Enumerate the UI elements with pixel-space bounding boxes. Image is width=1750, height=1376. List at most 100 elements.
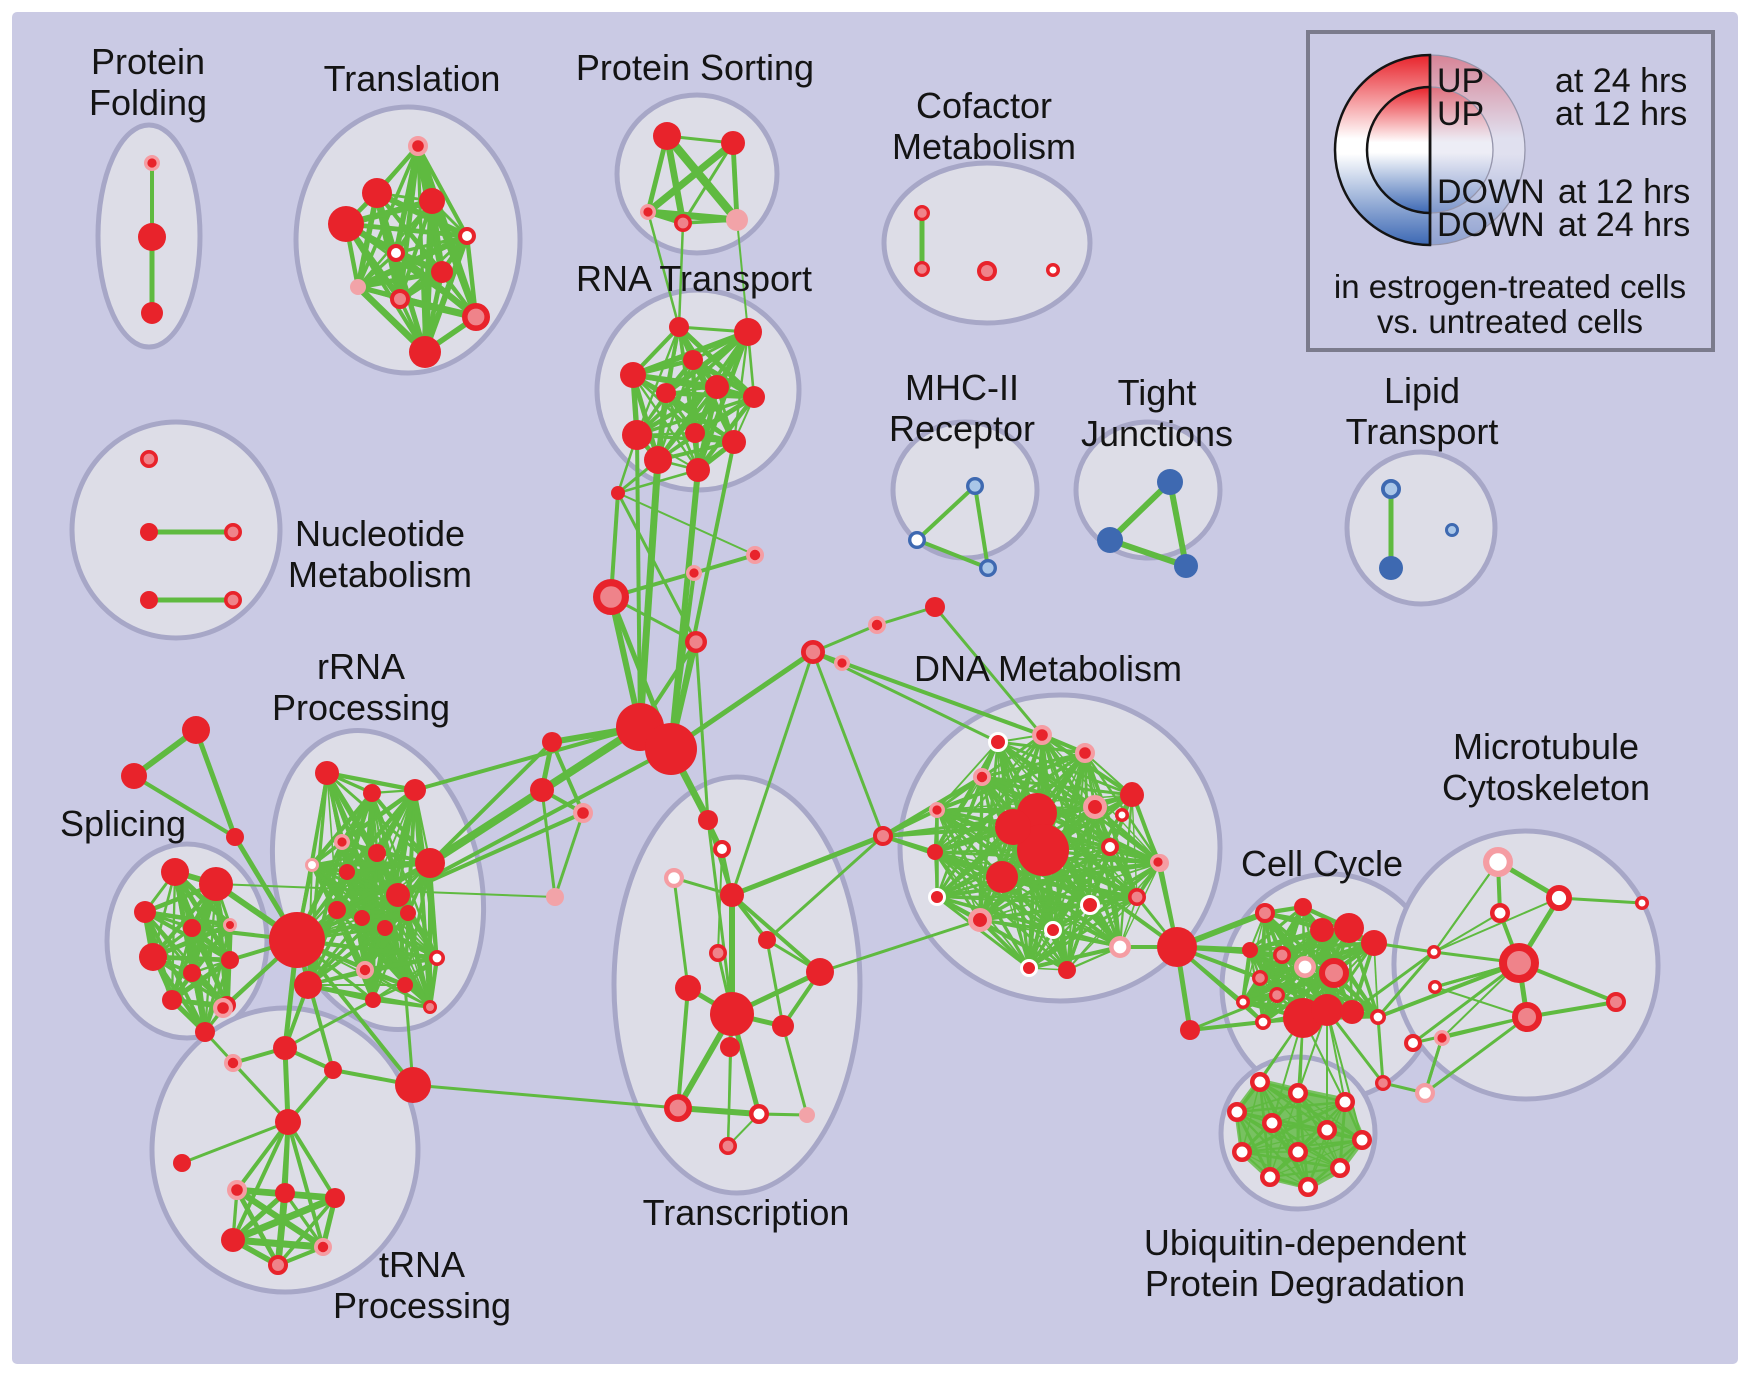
gene-node-red-ring-pink-core xyxy=(592,578,629,615)
gene-node-solid-red xyxy=(199,867,233,901)
gene-node-solid-red xyxy=(705,375,729,399)
gene-node-solid-red xyxy=(1180,1020,1200,1040)
gene-node-solid-red xyxy=(386,883,410,907)
edge xyxy=(933,851,982,921)
gene-node-red-ring-pink-core xyxy=(423,1000,437,1014)
edge xyxy=(553,812,585,898)
gene-node-solid-red xyxy=(195,1022,215,1042)
edge xyxy=(1093,805,1162,865)
gene-node-solid-red xyxy=(611,486,625,500)
cluster-label-lipid-transport: Lipid Transport xyxy=(1346,370,1499,452)
edge xyxy=(669,649,815,752)
gene-node-red-ring-white-core xyxy=(1227,1102,1247,1122)
edge xyxy=(344,222,427,354)
edge xyxy=(1028,904,1091,969)
gene-node-solid-red xyxy=(1017,824,1069,876)
gene-node-pink-ring-red-core xyxy=(313,1237,333,1257)
gene-node-pink-ring-white-core xyxy=(1109,936,1131,958)
edge xyxy=(916,538,989,570)
gene-node-light-pink xyxy=(350,279,366,295)
gene-node-solid-red xyxy=(1311,994,1343,1026)
gene-node-solid-red xyxy=(140,523,158,541)
gene-node-solid-red xyxy=(140,591,158,609)
gene-node-red-ring-white-core xyxy=(1428,980,1442,994)
edge xyxy=(1093,806,1122,948)
edge xyxy=(193,729,238,838)
gene-node-pink-ring-red-core xyxy=(972,767,992,787)
cluster-label-cofactor-metabolism: Cofactor Metabolism xyxy=(892,85,1076,167)
gene-node-pink-ring-white-core xyxy=(663,867,684,888)
gene-node-red-ring-white-core xyxy=(1352,1130,1372,1150)
gene-node-solid-red xyxy=(182,716,210,744)
gene-node-solid-red xyxy=(328,206,364,242)
edge xyxy=(812,650,1043,737)
edge xyxy=(203,924,232,1033)
edge xyxy=(663,135,687,224)
edge xyxy=(882,834,1003,879)
gene-node-solid-red xyxy=(669,317,689,337)
edge xyxy=(310,791,374,867)
legend-caption-line2: vs. untreated cells xyxy=(1377,303,1643,340)
gene-node-red-ring-white-core xyxy=(1115,808,1129,822)
edge xyxy=(1236,1110,1299,1154)
edge xyxy=(286,1120,337,1200)
gene-node-solid-red xyxy=(1157,927,1197,967)
gene-node-red-ring-pink-core xyxy=(1374,1074,1391,1091)
edge xyxy=(664,392,700,471)
gene-node-solid-red xyxy=(365,992,381,1008)
gene-node-solid-red xyxy=(986,861,1018,893)
cluster-label-ubiquitin-degradation: Ubiquitin-dependent Protein Degradation xyxy=(1144,1222,1466,1304)
edge xyxy=(428,740,554,865)
edge xyxy=(1235,1111,1272,1178)
gene-node-solid-red xyxy=(995,809,1031,845)
gene-node-pink-ring-white-core xyxy=(305,858,319,872)
gene-node-solid-red xyxy=(734,318,762,346)
gene-node-red-ring-white-core xyxy=(1335,1092,1355,1112)
edge xyxy=(1433,897,1560,953)
edge xyxy=(412,1083,679,1110)
gene-node-solid-red xyxy=(315,761,339,785)
gene-node-red-ring-pink-core xyxy=(390,289,410,309)
cluster-label-dna-metabolism: DNA Metabolism xyxy=(914,648,1182,689)
edge xyxy=(383,927,432,1008)
edge xyxy=(664,391,736,444)
gene-node-red-ring-white-core xyxy=(1236,995,1250,1009)
edge xyxy=(765,834,885,942)
edge xyxy=(936,861,1161,899)
edge xyxy=(1326,1009,1363,1141)
edge xyxy=(356,145,420,288)
gene-node-solid-red xyxy=(354,910,370,926)
gene-node-solid-red xyxy=(721,131,745,155)
edge xyxy=(1376,1016,1385,1084)
edge xyxy=(1433,912,1501,953)
gene-node-solid-red xyxy=(1334,913,1364,943)
edge xyxy=(1424,1015,1528,1095)
edge xyxy=(360,916,432,1009)
edge xyxy=(936,895,1030,970)
gene-node-blue-ring-light-core xyxy=(1445,523,1459,537)
gene-nodes-layer xyxy=(121,122,1649,1275)
gene-node-solid-red xyxy=(685,423,705,443)
edge xyxy=(1189,1020,1264,1032)
gene-node-solid-red xyxy=(806,958,834,986)
edge xyxy=(694,641,710,821)
gene-node-solid-red xyxy=(1122,782,1142,802)
edge xyxy=(934,850,1121,949)
legend: UP at 24 hrs UP at 12 hrs DOWN at 12 hrs… xyxy=(1306,30,1715,352)
edge xyxy=(979,862,1161,921)
gene-node-red-ring-pink-core xyxy=(685,631,708,654)
gene-node-solid-red xyxy=(294,971,322,999)
edge xyxy=(1041,848,1179,949)
gene-node-solid-red xyxy=(683,350,703,370)
cluster-label-rna-transport: RNA Transport xyxy=(576,258,812,299)
edge xyxy=(231,1061,290,1124)
gene-node-pink-ring-red-core xyxy=(1031,724,1052,745)
edge xyxy=(1433,861,1499,953)
edge xyxy=(286,1121,325,1248)
gene-node-solid-blue xyxy=(1174,554,1198,578)
gene-node-pink-ring-red-core xyxy=(572,802,593,823)
cluster-label-rrna-processing: rRNA Processing xyxy=(272,646,450,728)
edge xyxy=(731,833,884,898)
gene-node-solid-red xyxy=(656,383,676,403)
